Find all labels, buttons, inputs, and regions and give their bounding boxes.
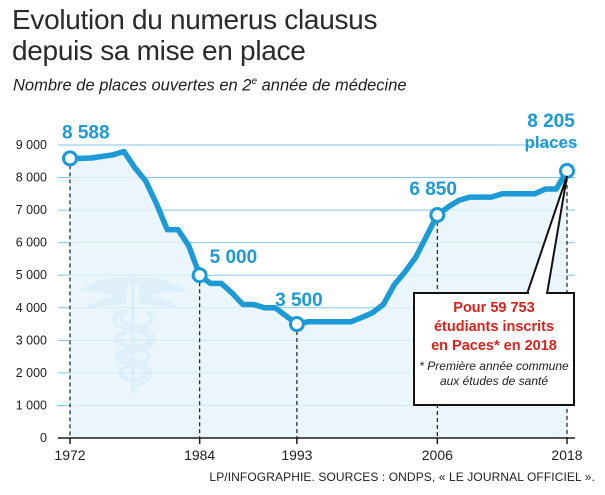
x-tick-label: 1972 xyxy=(54,447,85,463)
x-tick-label: 1984 xyxy=(184,447,215,463)
x-tick-label: 2018 xyxy=(551,447,582,463)
x-tick-label: 1993 xyxy=(281,447,312,463)
data-label: 6 850 xyxy=(409,179,457,200)
callout-note-2: aux études de santé xyxy=(439,374,549,388)
y-tick-label: 5 000 xyxy=(16,268,47,282)
subtitle-superscript: e xyxy=(251,76,258,87)
data-markers xyxy=(62,150,575,333)
source-credit: LP/INFOGRAPHIE. SOURCES : ONDPS, « LE JO… xyxy=(209,470,595,484)
callout-line-1: Pour 59 753 xyxy=(453,300,535,316)
y-tick-label: 0 xyxy=(40,431,47,445)
callout-tail-cover xyxy=(529,290,546,294)
y-tick-label: 7 000 xyxy=(16,203,47,217)
data-label: 5 000 xyxy=(210,247,258,268)
data-marker xyxy=(191,267,208,284)
title-line-1: Evolution du numerus clausus xyxy=(12,4,378,35)
data-label: 8 205 xyxy=(527,111,575,132)
callout-line-3: en Paces* en 2018 xyxy=(431,338,557,354)
callout-footnote: * Première année commune aux études de s… xyxy=(415,359,573,389)
data-marker xyxy=(288,316,305,333)
y-tick-label: 6 000 xyxy=(16,236,47,250)
chart-title: Evolution du numerus clausus depuis sa m… xyxy=(12,4,602,66)
y-tick-label: 4 000 xyxy=(16,301,47,315)
x-axis: 1972 1984 1993 2006 2018 xyxy=(54,438,583,463)
chart-subtitle: Nombre de places ouvertes en 2e année de… xyxy=(13,76,603,96)
x-tick-label: 2006 xyxy=(422,447,453,463)
data-label-unit: places xyxy=(525,133,578,152)
y-axis: 0 1 000 2 000 3 000 4 000 5 000 6 000 7 000 8 00… xyxy=(16,138,47,445)
callout-note-1: * Première année commune xyxy=(419,359,569,373)
y-tick-label: 2 000 xyxy=(16,366,47,380)
data-marker xyxy=(559,162,575,179)
callout-highlight: Pour 59 753 étudiants inscrits en Paces*… xyxy=(415,299,573,356)
title-line-2: depuis sa mise en place xyxy=(12,35,306,66)
series-line xyxy=(67,148,570,327)
callout-line-2: étudiants inscrits xyxy=(433,319,555,335)
subtitle-text-start: Nombre de places ouvertes en 2 xyxy=(13,76,252,95)
data-label: 3 500 xyxy=(275,290,323,311)
subtitle-text-end: année de médecine xyxy=(257,76,407,95)
y-tick-label: 1 000 xyxy=(16,398,47,412)
data-label: 8 588 xyxy=(62,122,110,143)
y-tick-label: 9 000 xyxy=(16,138,47,152)
y-tick-label: 3 000 xyxy=(16,333,47,347)
data-marker xyxy=(62,150,78,167)
callout-box: Pour 59 753 étudiants inscrits en Paces*… xyxy=(413,292,575,406)
y-tick-label: 8 000 xyxy=(16,171,47,185)
data-marker xyxy=(429,206,446,223)
